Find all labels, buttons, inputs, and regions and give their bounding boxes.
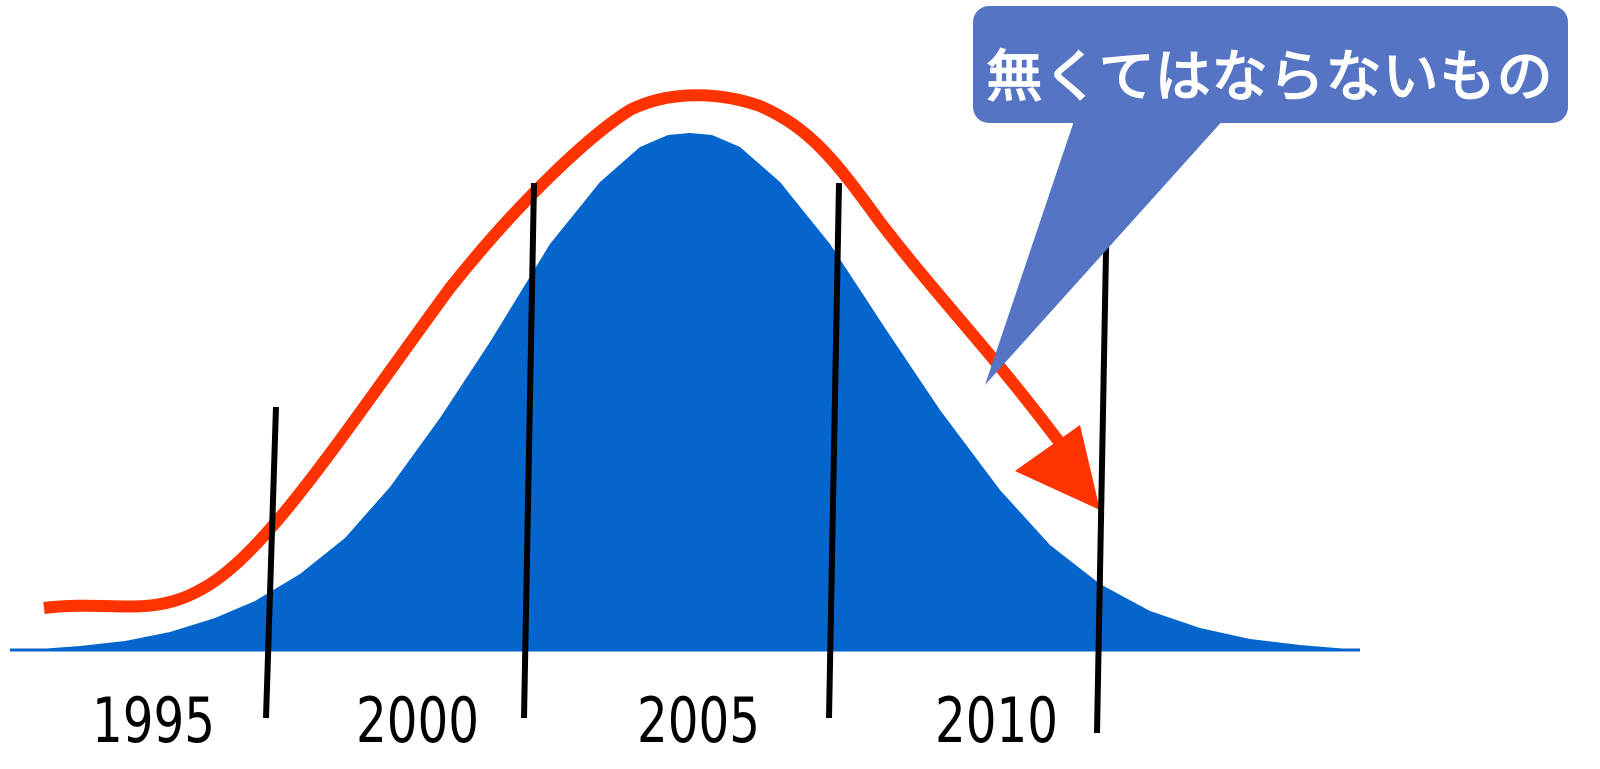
- year-label-2005: 2005: [637, 684, 761, 757]
- callout-box: [973, 6, 1568, 123]
- bell-curve-area: [10, 133, 1360, 650]
- year-label-1995: 1995: [92, 684, 216, 757]
- year-label-2000: 2000: [356, 684, 480, 757]
- trend-arrowhead: [1015, 425, 1100, 510]
- divider-line-2: [521, 182, 537, 719]
- divider-line-3: [826, 182, 842, 719]
- divider-line-4: [1094, 197, 1110, 734]
- callout-text: 無くてはならないもの: [986, 44, 1554, 110]
- trend-arrow-line: [43, 89, 1065, 614]
- callout-pointer: [985, 118, 1225, 385]
- divider-line-1: [263, 406, 279, 719]
- year-label-2010: 2010: [935, 684, 1059, 757]
